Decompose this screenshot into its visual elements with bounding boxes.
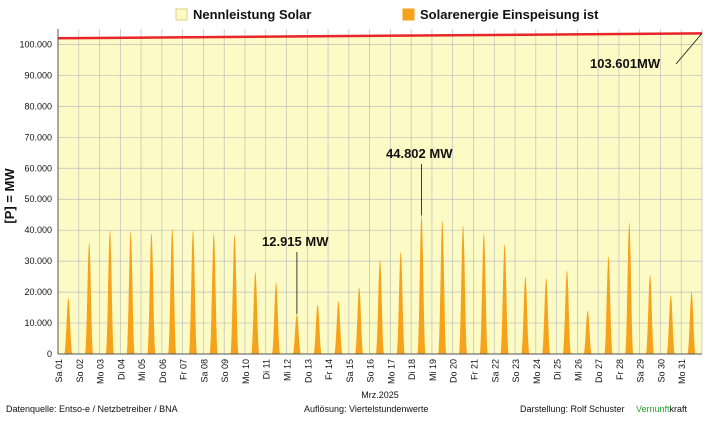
x-tick-label: Mo 03: [96, 359, 106, 384]
x-tick-label: Fr 21: [469, 359, 479, 380]
footer-brand-rest: kraft: [670, 404, 688, 414]
y-tick-label: 40.000: [24, 225, 52, 235]
x-tick-label: So 23: [511, 359, 521, 383]
footer: Datenquelle: Entso-e / Netzbetreiber / B…: [6, 404, 688, 414]
x-tick-label: Do 13: [303, 359, 313, 383]
solar-peak: [645, 275, 655, 354]
solar-peak: [396, 251, 405, 354]
x-axis-label: Mrz.2025: [361, 390, 399, 400]
x-tick-label: Fr 07: [179, 359, 189, 380]
solar-peak: [687, 292, 696, 354]
x-tick-label: Di 18: [407, 359, 417, 380]
legend-swatch-einspeisung: [402, 8, 415, 21]
y-tick-label: 90.000: [24, 70, 52, 80]
x-tick-label: Fr 14: [324, 359, 334, 380]
solar-peak: [583, 310, 592, 354]
solar-peak: [168, 228, 177, 354]
solar-peak: [147, 233, 156, 354]
annotation-label: 103.601MW: [590, 56, 661, 71]
x-tick-label: Mo 17: [386, 359, 396, 384]
annotation-label: 44.802 MW: [386, 146, 453, 161]
y-tick-label: 100.000: [19, 39, 52, 49]
solar-peak: [64, 298, 73, 354]
y-tick-label: 30.000: [24, 256, 52, 266]
solar-peak: [562, 270, 572, 354]
solar-peak: [500, 244, 509, 354]
y-axis-label: [P] = MW: [2, 168, 17, 224]
solar-peak: [666, 295, 675, 354]
legend-swatch-nennleistung: [175, 8, 188, 21]
solar-peak: [251, 271, 260, 354]
footer-brand-green: Vernunft: [636, 404, 670, 414]
x-tick-label: Do 06: [158, 359, 168, 383]
x-tick-label: So 30: [656, 359, 666, 383]
x-tick-label: So 16: [366, 359, 376, 383]
footer-resolution: Auflösung: Viertelstundenwerte: [304, 404, 428, 414]
y-tick-label: 10.000: [24, 318, 52, 328]
y-tick-label: 70.000: [24, 132, 52, 142]
footer-source: Datenquelle: Entso-e / Netzbetreiber / B…: [6, 404, 178, 414]
solar-peak: [292, 314, 302, 354]
solar-peak: [521, 276, 530, 354]
y-tick-label: 60.000: [24, 163, 52, 173]
annotation-label: 12.915 MW: [262, 234, 329, 249]
x-tick-label: Do 27: [594, 359, 604, 383]
x-tick-label: Sa 29: [636, 359, 646, 383]
legend-label-nennleistung: Nennleistung Solar: [193, 7, 311, 22]
legend-label-einspeisung: Solarenergie Einspeisung ist: [420, 7, 599, 22]
solar-peak: [625, 222, 634, 354]
x-tick-label: Sa 01: [54, 359, 64, 383]
solar-peak: [355, 287, 364, 354]
nennleistung-line: [57, 32, 703, 40]
solar-peak: [334, 301, 343, 354]
solar-peak: [230, 234, 239, 354]
solar-peak: [438, 220, 447, 354]
plot-area: 0 10.000 20.000 30.000 40.000 50.000 60.000 70.…: [19, 29, 703, 384]
solar-peak: [126, 231, 135, 354]
solar-peak: [375, 259, 385, 354]
solar-peak: [542, 278, 551, 354]
y-tick-label: 80.000: [24, 101, 52, 111]
footer-brand: Vernunftkraft: [636, 404, 688, 414]
x-tick-label: Sa 08: [199, 359, 209, 383]
solar-peak: [458, 225, 468, 354]
solar-peak: [188, 230, 198, 354]
solar-peak: [479, 233, 489, 354]
x-tick-label: Mo 10: [241, 359, 251, 384]
solar-peak: [105, 230, 115, 354]
x-tick-label: So 09: [220, 359, 230, 383]
x-tick-label: Fr 28: [615, 359, 625, 380]
solar-peak: [604, 256, 613, 354]
solar-peak: [417, 215, 426, 354]
y-tick-label: 0: [47, 349, 52, 359]
x-tick-label: Mi 12: [283, 359, 293, 381]
x-tick-label: Di 11: [262, 359, 272, 379]
solar-peak: [85, 242, 94, 354]
x-tick-label: Mo 24: [532, 359, 542, 384]
footer-author: Darstellung: Rolf Schuster: [520, 404, 625, 414]
x-tick-label: Mi 05: [137, 359, 147, 381]
legend: Nennleistung Solar Solarenergie Einspeis…: [175, 7, 599, 22]
x-tick-label: Sa 15: [345, 359, 355, 383]
x-tick-label: So 02: [75, 359, 85, 383]
x-tick-label: Mo 31: [677, 359, 687, 384]
x-tick-label: Di 04: [116, 359, 126, 380]
solar-peak: [209, 233, 218, 354]
y-tick-label: 50.000: [24, 194, 52, 204]
nennleistung-fill: [58, 33, 702, 355]
x-tick-label: Do 20: [449, 359, 459, 383]
solar-peak: [313, 304, 322, 354]
x-tick-label: Mi 26: [573, 359, 583, 381]
y-tick-label: 20.000: [24, 287, 52, 297]
x-tick-label: Di 25: [553, 359, 563, 380]
x-tick-label: Mi 19: [428, 359, 438, 381]
solar-peak: [271, 282, 281, 354]
x-tick-label: Sa 22: [490, 359, 500, 383]
annotation-leader: [675, 33, 703, 65]
